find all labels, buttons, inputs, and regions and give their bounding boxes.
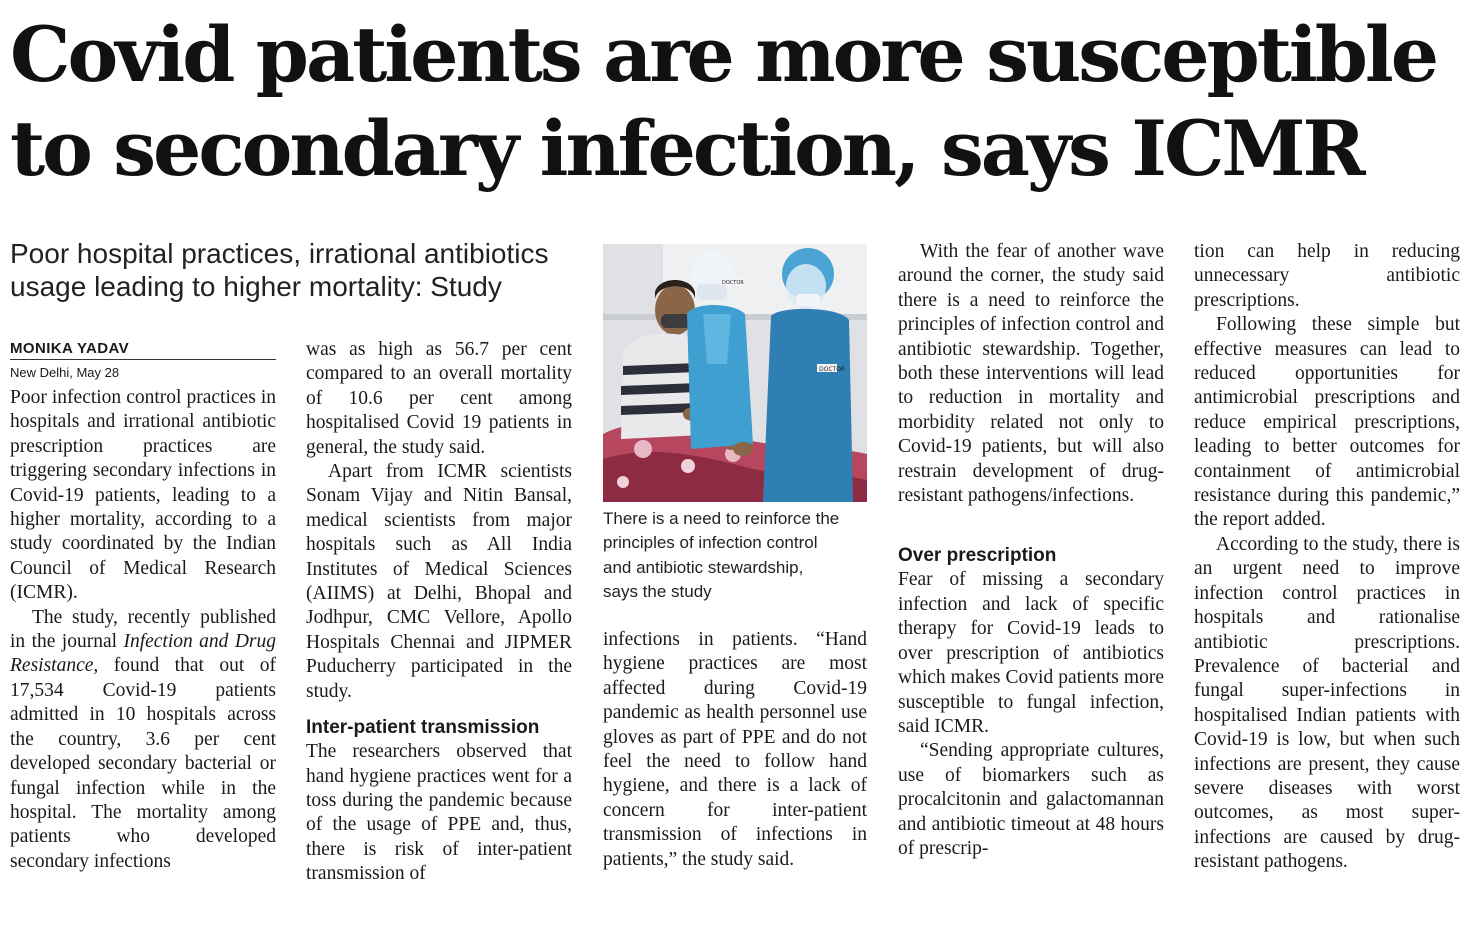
article-paragraph: Poor infection control practices in hosp… (10, 387, 276, 604)
article-column-2: was as high as 56.7 per cent compared to… (306, 338, 572, 887)
badge-label: DOCTOR (722, 280, 744, 286)
article-paragraph: The researchers observed that hand hygie… (306, 741, 572, 885)
news-photo: DOCTOR DOCTOR (603, 244, 867, 502)
article-paragraph: According to the study, there is an urge… (1194, 533, 1460, 873)
subheadline: Poor hospital practices, irrational anti… (10, 237, 590, 303)
article-paragraph: Following these simple but effective mea… (1194, 314, 1460, 531)
article-column-5: tion can help in reducing unnecessary an… (1194, 240, 1460, 875)
headline: Covid patients are more susceptible to s… (10, 8, 1460, 196)
article-paragraph: With the fear of another wave around the… (898, 241, 1164, 507)
article-paragraph: Apart from ICMR scientists Sonam Vijay a… (306, 461, 572, 702)
byline: MONIKA YADAV (10, 340, 276, 360)
caption-line: There is a need to reinforce the (603, 509, 840, 528)
headline-line-1: Covid patients are more susceptible (10, 10, 1439, 99)
journal-name: Infection and Drug Resistance, (10, 631, 276, 677)
subheadline-line-2: usage leading to higher mortality: Study (10, 271, 502, 302)
article-paragraph: Fear of missing a secondary infection an… (898, 569, 1164, 737)
article-column-4: With the fear of another wave around the… (898, 240, 1164, 861)
section-subhead: Over prescription (898, 545, 1057, 567)
caption-line: and antibiotic stewardship, (603, 557, 804, 577)
caption-line: principles of infection control (603, 533, 818, 553)
article-paragraph: The study, recently published in the jou… (10, 606, 276, 872)
article-column-1: Poor infection control practices in hosp… (10, 386, 276, 874)
headline-line-2: to secondary infection, says ICMR (10, 104, 1366, 193)
article-paragraph: infections in patients. “Hand hygiene pr… (603, 629, 867, 870)
article-paragraph: was as high as 56.7 per cent compared to… (306, 339, 572, 458)
caption-line: says the study (603, 582, 712, 602)
article-paragraph: “Sending appropriate cultures, use of bi… (898, 740, 1164, 859)
photo-caption: There is a need to reinforce the princip… (603, 507, 867, 605)
article-column-3: infections in patients. “Hand hygiene pr… (603, 628, 867, 872)
dateline: New Delhi, May 28 (10, 365, 120, 380)
section-subhead: Inter-patient transmission (306, 717, 540, 739)
article-paragraph: tion can help in reducing unnecessary an… (1194, 241, 1460, 311)
badge-label: DOCTOR (819, 366, 845, 373)
subheadline-line-1: Poor hospital practices, irrational anti… (10, 238, 549, 269)
